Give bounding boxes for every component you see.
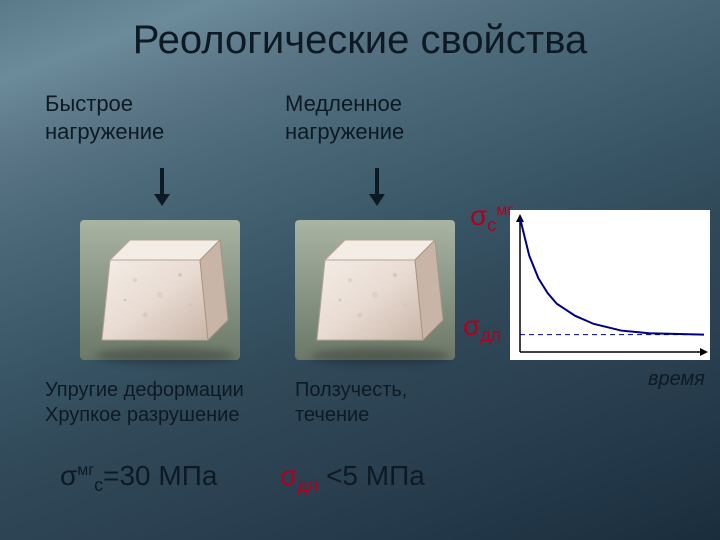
left-under-label: Упругие деформации Хрупкое разрушение	[45, 378, 244, 428]
left-under-line2: Хрупкое разрушение	[45, 404, 239, 426]
rock-sample-slow	[295, 220, 455, 360]
sigma-sym: σ	[280, 460, 297, 491]
right-label-line2: нагружение	[285, 119, 404, 144]
sigma-sub: дл	[297, 475, 318, 495]
left-label-line2: нагружение	[45, 119, 164, 144]
right-column-label: Медленное нагружение	[285, 90, 404, 145]
arrow-down-icon	[160, 168, 164, 196]
sigma-sup: мг	[496, 202, 513, 219]
shadow	[95, 348, 235, 364]
sigma-base: σ	[463, 310, 480, 341]
sigma-sym: σ	[60, 460, 77, 491]
shadow	[310, 348, 450, 364]
sigma-sub: с	[94, 475, 103, 495]
sigma-dl-label: σдл	[463, 310, 501, 346]
left-label-line1: Быстрое	[45, 91, 133, 116]
sigma-sub: с	[487, 215, 496, 235]
sigma-slow-value: σдл <5 МПа	[280, 460, 425, 496]
right-label-line1: Медленное	[285, 91, 402, 116]
left-under-line1: Упругие деформации	[45, 379, 244, 401]
arrow-down-icon	[375, 168, 379, 196]
page-title: Реологические свойства	[0, 0, 720, 63]
right-under-line2: течение	[295, 404, 369, 426]
lt-text: <5 МПа	[318, 460, 425, 491]
stress-time-chart	[510, 210, 710, 360]
sigma-sup: мг	[77, 462, 94, 479]
sigma-base: σ	[470, 200, 487, 231]
left-column-label: Быстрое нагружение	[45, 90, 164, 145]
right-under-line1: Ползучесть,	[295, 379, 407, 401]
sigma-c-mg-label: σсмг	[470, 200, 513, 236]
eq-text: =30 МПа	[103, 460, 217, 491]
sigma-sub: дл	[480, 325, 501, 345]
time-axis-label: время	[648, 368, 705, 391]
sigma-fast-value: σмгс=30 МПа	[60, 460, 217, 496]
right-under-label: Ползучесть, течение	[295, 378, 407, 428]
rock-sample-fast	[80, 220, 240, 360]
